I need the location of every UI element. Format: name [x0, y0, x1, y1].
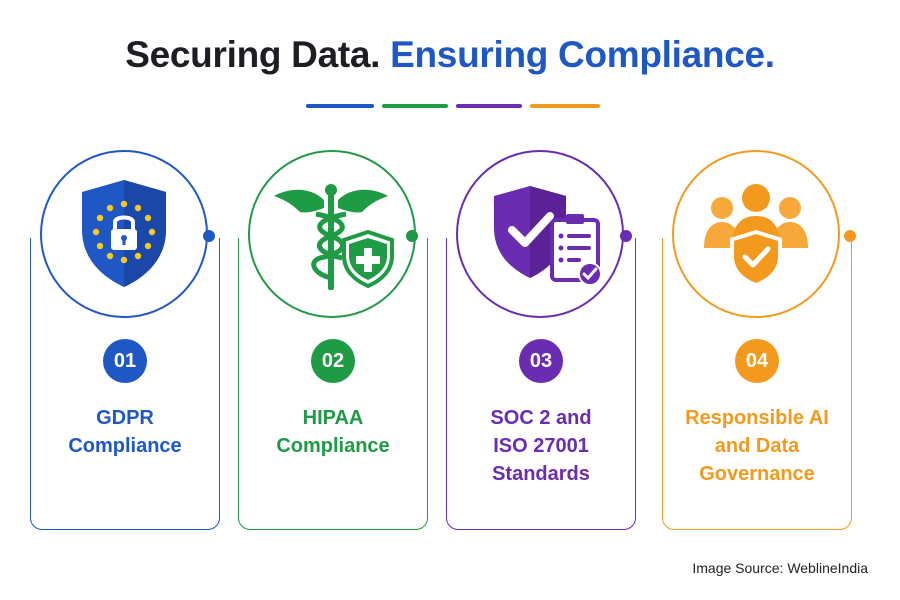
shield-checklist-icon: [494, 186, 602, 286]
label-gdpr-line2: Compliance: [68, 435, 182, 457]
connector-dot-soc2-iso: [620, 230, 632, 242]
label-hipaa-line1: HIPAA: [302, 407, 364, 429]
label-gdpr-line1: GDPR: [96, 407, 154, 429]
icon-ring-gdpr: [40, 150, 208, 318]
label-soc2-iso: SOC 2 and ISO 27001 Standards: [446, 404, 636, 488]
icon-ring-responsible-ai: [672, 150, 840, 318]
step-number-03: 03: [519, 339, 563, 383]
icon-ring-hipaa: [248, 150, 416, 318]
label-responsible-ai: Responsible AI and Data Governance: [662, 404, 852, 488]
card-gdpr: [30, 238, 220, 530]
label-soc2-iso-line2: ISO 27001: [493, 435, 589, 457]
underline-orange: [530, 104, 600, 108]
label-gdpr: GDPR Compliance: [30, 404, 220, 460]
icon-ring-soc2-iso: [456, 150, 624, 318]
label-hipaa-line2: Compliance: [276, 435, 390, 457]
connector-dot-gdpr: [203, 230, 215, 242]
underline-purple: [456, 104, 522, 108]
page-title: Securing Data. Ensuring Compliance.: [0, 34, 900, 76]
eu-shield-lock-icon: [82, 180, 166, 287]
card-responsible-ai: [662, 238, 852, 530]
label-responsible-ai-line3: Governance: [699, 463, 815, 485]
connector-dot-hipaa: [406, 230, 418, 242]
image-source-caption: Image Source: WeblineIndia: [692, 560, 868, 576]
label-responsible-ai-line1: Responsible AI: [685, 407, 829, 429]
title-part-1: Securing Data.: [125, 34, 381, 75]
label-responsible-ai-line2: and Data: [714, 435, 800, 457]
connector-dot-responsible-ai: [844, 230, 856, 242]
card-hipaa: [238, 238, 428, 530]
step-number-01: 01: [103, 339, 147, 383]
underline-blue: [306, 104, 374, 108]
underline-green: [382, 104, 448, 108]
title-underline: [306, 104, 606, 110]
label-soc2-iso-line3: Standards: [492, 463, 590, 485]
caduceus-shield-icon: [274, 184, 394, 290]
step-number-04: 04: [735, 339, 779, 383]
step-number-02: 02: [311, 339, 355, 383]
label-soc2-iso-line1: SOC 2 and: [490, 407, 592, 429]
title-part-2: Ensuring Compliance.: [390, 34, 775, 75]
card-soc2-iso: [446, 238, 636, 530]
label-hipaa: HIPAA Compliance: [238, 404, 428, 460]
people-shield-icon: [704, 184, 808, 288]
